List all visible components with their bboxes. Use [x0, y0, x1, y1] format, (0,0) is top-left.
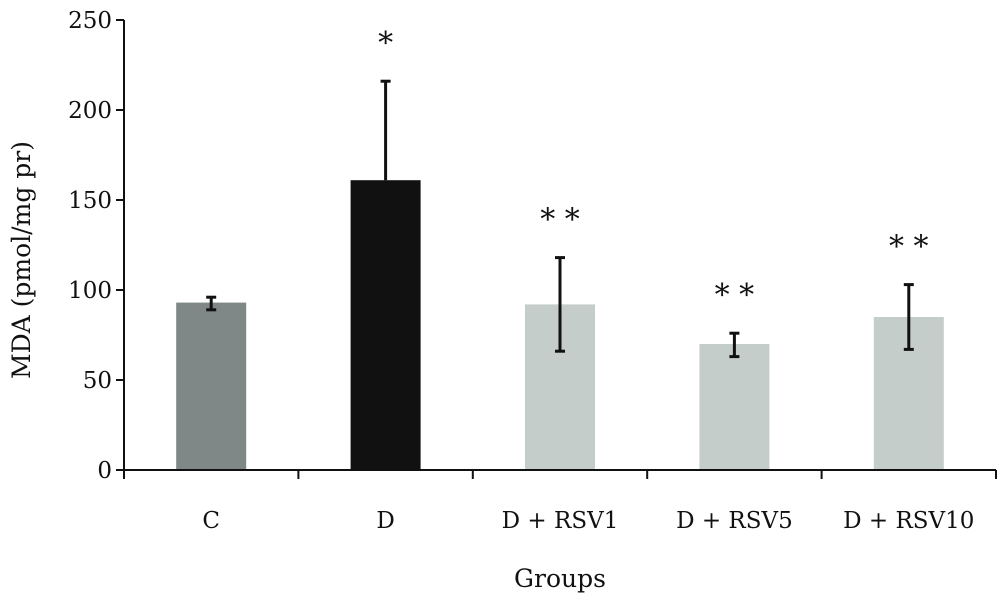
y-ticks-group: 0 50 100 150 200 250	[68, 8, 124, 484]
bar-3	[699, 344, 770, 470]
significance-label-2: * *	[540, 203, 580, 238]
category-label-1: D	[376, 508, 394, 534]
y-axis-title: MDA (pmol/mg pr)	[7, 141, 36, 379]
significance-label-4: * *	[889, 230, 929, 265]
significance-labels-group: * * * * * * *	[378, 26, 928, 313]
y-tick-label-4: 200	[68, 98, 112, 124]
y-tick-label-3: 150	[68, 188, 112, 214]
category-label-3: D + RSV5	[676, 508, 793, 534]
significance-label-1: *	[378, 26, 393, 61]
category-labels-group: C D D + RSV1 D + RSV5 D + RSV10	[202, 508, 974, 534]
y-tick-label-5: 250	[68, 8, 112, 34]
category-label-4: D + RSV10	[843, 508, 974, 534]
bars-group	[176, 180, 944, 470]
x-ticks-group	[123, 470, 997, 479]
category-label-2: D + RSV1	[502, 508, 619, 534]
y-tick-label-2: 100	[68, 278, 112, 304]
significance-label-3: * *	[715, 278, 755, 313]
bar-1	[350, 180, 421, 470]
y-tick-label-0: 0	[97, 458, 112, 484]
y-tick-label-1: 50	[83, 368, 112, 394]
category-label-0: C	[202, 508, 220, 534]
bar-0	[176, 302, 247, 470]
x-axis-title: Groups	[514, 564, 606, 593]
error-bars-group	[206, 79, 914, 359]
